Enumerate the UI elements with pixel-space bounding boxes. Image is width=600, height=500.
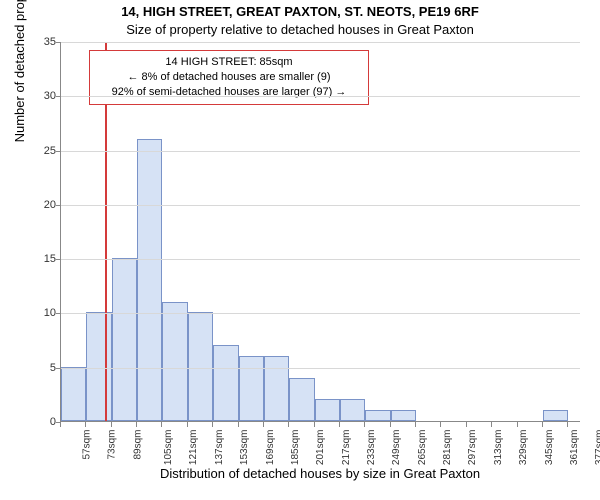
histogram-bar	[162, 302, 187, 421]
x-tick-mark	[288, 422, 289, 427]
x-tick-mark	[567, 422, 568, 427]
gridline	[61, 42, 580, 43]
x-tick-mark	[415, 422, 416, 427]
x-tick-label: 153sqm	[239, 430, 250, 466]
x-tick-mark	[238, 422, 239, 427]
annotation-line: 92% of semi-detached houses are larger (…	[98, 85, 360, 100]
x-tick-label: 185sqm	[290, 430, 301, 466]
gridline	[61, 259, 580, 260]
gridline	[61, 151, 580, 152]
x-tick-mark	[314, 422, 315, 427]
y-tick-layer: 05101520253035	[0, 42, 60, 422]
x-tick-mark	[60, 422, 61, 427]
annotation-line: ← 8% of detached houses are smaller (9)	[98, 70, 360, 85]
x-tick-label: 137sqm	[214, 430, 225, 466]
x-tick-label: 217sqm	[341, 430, 352, 466]
y-tick-label: 10	[44, 307, 56, 319]
histogram-bar	[289, 378, 314, 421]
x-tick-mark	[364, 422, 365, 427]
x-tick-mark	[440, 422, 441, 427]
x-tick-label: 345sqm	[544, 430, 555, 466]
x-tick-mark	[263, 422, 264, 427]
x-tick-label: 169sqm	[265, 430, 276, 466]
x-tick-label: 57sqm	[82, 430, 93, 460]
histogram-bar	[61, 367, 86, 421]
x-tick-mark	[212, 422, 213, 427]
gridline	[61, 205, 580, 206]
gridline	[61, 368, 580, 369]
y-tick-label: 25	[44, 145, 56, 157]
chart-title: 14, HIGH STREET, GREAT PAXTON, ST. NEOTS…	[0, 4, 600, 19]
y-tick-label: 30	[44, 90, 56, 102]
x-tick-label: 233sqm	[366, 430, 377, 466]
histogram-chart: 14, HIGH STREET, GREAT PAXTON, ST. NEOTS…	[0, 0, 600, 500]
chart-subtitle: Size of property relative to detached ho…	[0, 22, 600, 37]
x-tick-mark	[85, 422, 86, 427]
x-tick-mark	[466, 422, 467, 427]
x-tick-mark	[161, 422, 162, 427]
x-tick-label: 249sqm	[391, 430, 402, 466]
x-tick-label: 121sqm	[189, 430, 200, 466]
x-tick-label: 89sqm	[132, 430, 143, 460]
y-tick-label: 15	[44, 253, 56, 265]
histogram-bar	[365, 410, 390, 421]
x-tick-label: 281sqm	[442, 430, 453, 466]
x-tick-label: 73sqm	[107, 430, 118, 460]
x-tick-label: 297sqm	[468, 430, 479, 466]
histogram-bar	[264, 356, 289, 421]
histogram-bar	[137, 139, 162, 421]
x-tick-label: 361sqm	[569, 430, 580, 466]
gridline	[61, 313, 580, 314]
x-tick-label: 201sqm	[315, 430, 326, 466]
x-tick-mark	[136, 422, 137, 427]
x-tick-layer: 57sqm 73sqm 89sqm 105sqm 121sqm 137sqm 153sqm 1…	[60, 422, 580, 466]
histogram-bar	[213, 345, 238, 421]
histogram-bar	[112, 258, 137, 421]
y-tick-label: 35	[44, 36, 56, 48]
histogram-bar	[315, 399, 340, 421]
x-tick-label: 313sqm	[493, 430, 504, 466]
annotation-line: 14 HIGH STREET: 85sqm	[98, 55, 360, 70]
x-tick-label: 329sqm	[518, 430, 529, 466]
x-axis-label: Distribution of detached houses by size …	[60, 466, 580, 481]
x-tick-label: 377sqm	[594, 430, 600, 466]
x-tick-mark	[390, 422, 391, 427]
x-tick-mark	[491, 422, 492, 427]
y-tick-label: 20	[44, 199, 56, 211]
x-tick-label: 105sqm	[163, 430, 174, 466]
histogram-bar	[340, 399, 365, 421]
plot-area: 14 HIGH STREET: 85sqm← 8% of detached ho…	[60, 42, 580, 422]
x-tick-mark	[517, 422, 518, 427]
x-tick-label: 265sqm	[417, 430, 428, 466]
histogram-bar	[543, 410, 568, 421]
x-tick-mark	[111, 422, 112, 427]
x-tick-mark	[542, 422, 543, 427]
histogram-bar	[391, 410, 416, 421]
histogram-bar	[239, 356, 264, 421]
x-tick-mark	[339, 422, 340, 427]
gridline	[61, 96, 580, 97]
x-tick-mark	[187, 422, 188, 427]
